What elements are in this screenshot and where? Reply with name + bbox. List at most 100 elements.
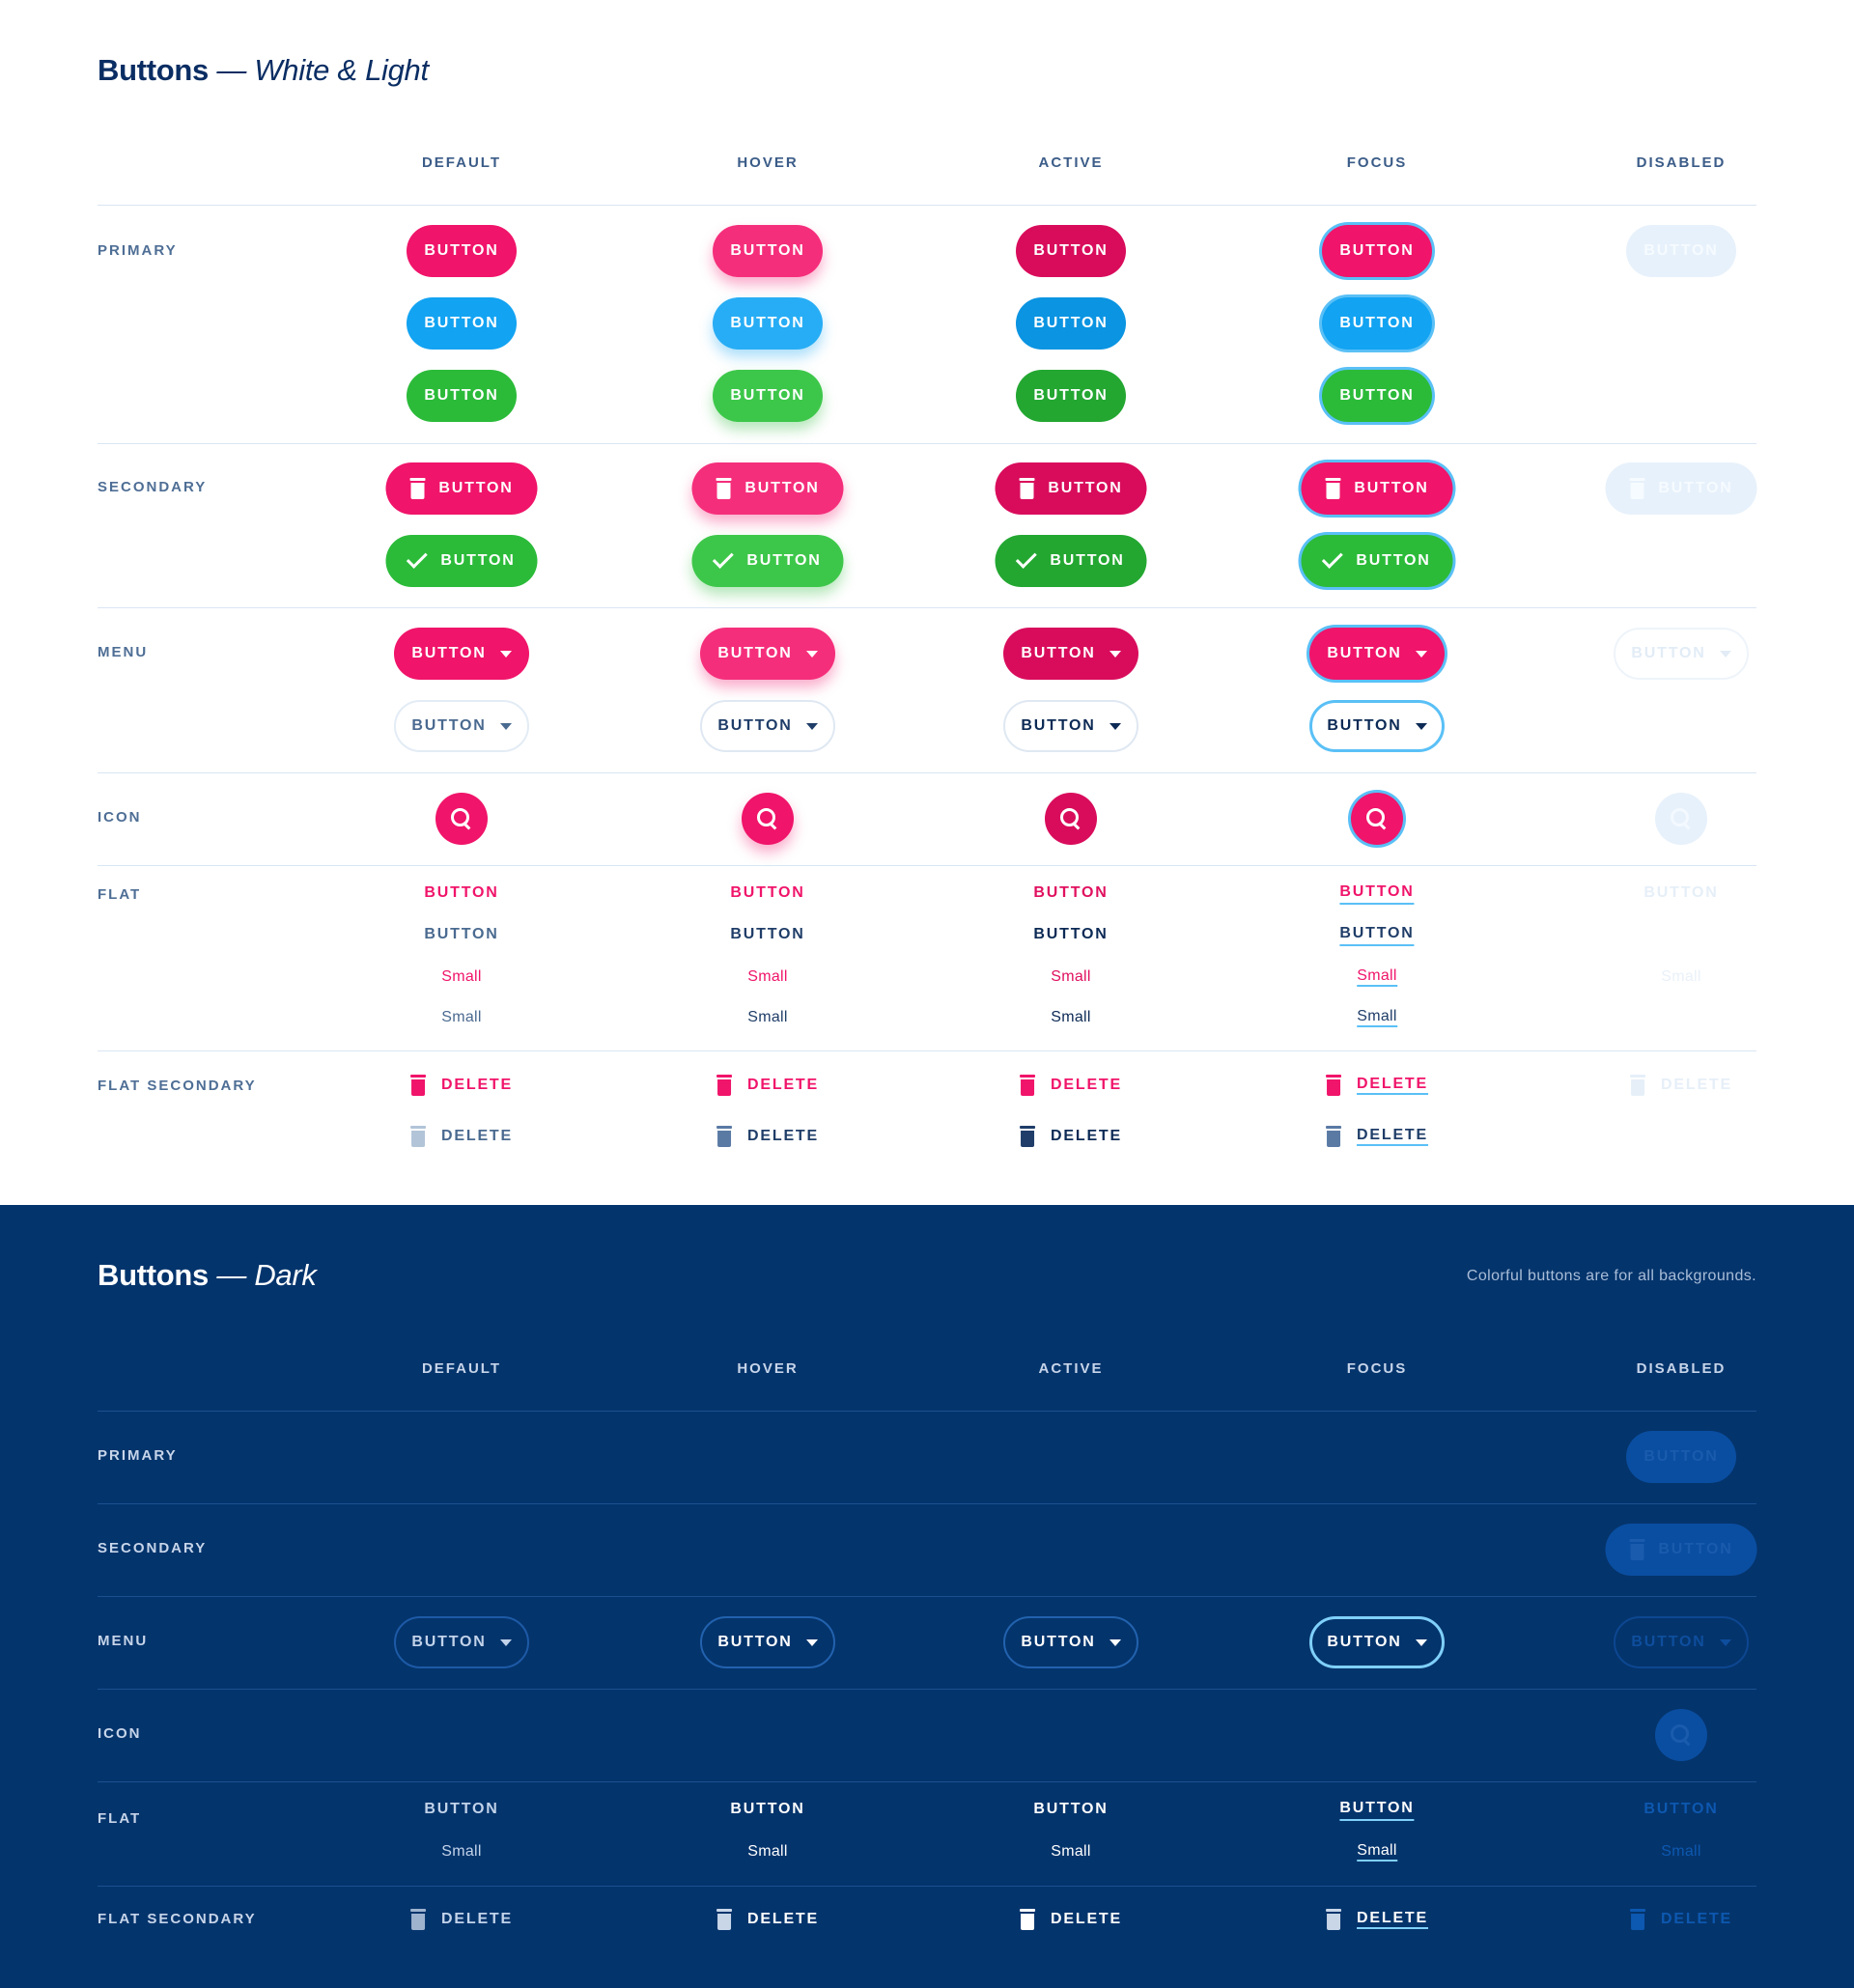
flat-small-button-active[interactable]: Small (1051, 1843, 1091, 1861)
flat-pink-small-button-hover[interactable]: Small (747, 968, 788, 986)
flat-delete-button-disabled[interactable]: DELETE (1630, 1075, 1732, 1096)
flat-navy-button-hover[interactable]: BUTTON (730, 926, 804, 945)
flat-delete-pink-button-default[interactable]: DELETE (410, 1075, 513, 1096)
secondary-button-disabled[interactable]: BUTTON (1605, 1524, 1757, 1576)
section-title-dark: Buttons — Dark (98, 1258, 317, 1292)
flat-pink-small-button-focus[interactable]: Small (1357, 967, 1397, 987)
secondary-confirm-button-focus[interactable]: BUTTON (1301, 535, 1453, 587)
menu-button-outline-hover[interactable]: BUTTON (700, 700, 835, 752)
flat-delete-pink-button-hover[interactable]: DELETE (716, 1075, 819, 1096)
secondary-delete-button-hover[interactable]: BUTTON (691, 462, 844, 515)
secondary-confirm-button-active[interactable]: BUTTON (995, 535, 1147, 587)
button-label: BUTTON (730, 387, 805, 404)
flat-navy-button-active[interactable]: BUTTON (1033, 926, 1108, 945)
menu-button-outline-active[interactable]: BUTTON (1003, 700, 1138, 752)
flat-navy-small-button-active[interactable]: Small (1051, 1009, 1091, 1026)
flat-small-button-disabled[interactable]: Small (1661, 1843, 1701, 1861)
flat-pink-button-active[interactable]: BUTTON (1033, 884, 1108, 904)
row-label-secondary: SECONDARY (98, 1540, 208, 1556)
flat-delete-pink-button-active[interactable]: DELETE (1020, 1075, 1122, 1096)
menu-button-disabled[interactable]: BUTTON (1614, 1616, 1749, 1668)
primary-green-button-active[interactable]: BUTTON (1016, 370, 1126, 422)
menu-button-disabled[interactable]: BUTTON (1614, 628, 1749, 680)
row-divider (98, 607, 1756, 608)
primary-green-button-hover[interactable]: BUTTON (713, 370, 823, 422)
icon-search-button-default[interactable] (435, 793, 488, 845)
flat-navy-small-button-focus[interactable]: Small (1357, 1008, 1397, 1027)
primary-blue-button-focus[interactable]: BUTTON (1322, 297, 1432, 350)
primary-pink-button-default[interactable]: BUTTON (407, 225, 517, 277)
flat-button-disabled[interactable]: BUTTON (1643, 884, 1718, 904)
flat-delete-navy-button-default[interactable]: DELETE (410, 1126, 513, 1147)
flat-navy-small-button-default[interactable]: Small (441, 1009, 482, 1026)
section-title-light: Buttons — White & Light (98, 53, 429, 87)
flat-pink-small-button-default[interactable]: Small (441, 968, 482, 986)
menu-button-outline-hover[interactable]: BUTTON (700, 1616, 835, 1668)
flat-pink-button-focus[interactable]: BUTTON (1339, 883, 1415, 905)
flat-delete-button-active[interactable]: DELETE (1020, 1909, 1122, 1930)
flat-navy-small-button-hover[interactable]: Small (747, 1009, 788, 1026)
delete-label: DELETE (1051, 1128, 1122, 1144)
flat-button-default[interactable]: BUTTON (424, 1801, 498, 1820)
primary-blue-button-default[interactable]: BUTTON (407, 297, 517, 350)
button-label: BUTTON (1327, 645, 1402, 661)
flat-delete-pink-button-focus[interactable]: DELETE (1326, 1075, 1428, 1096)
menu-button-outline-default[interactable]: BUTTON (394, 1616, 529, 1668)
icon-search-button-disabled[interactable] (1655, 793, 1707, 845)
menu-button-filled-default[interactable]: BUTTON (394, 628, 529, 680)
secondary-confirm-button-default[interactable]: BUTTON (385, 535, 538, 587)
primary-green-button-focus[interactable]: BUTTON (1322, 370, 1432, 422)
row-divider (98, 1781, 1756, 1782)
flat-small-button-focus[interactable]: Small (1357, 1842, 1397, 1862)
secondary-delete-button-active[interactable]: BUTTON (995, 462, 1147, 515)
flat-navy-button-focus[interactable]: BUTTON (1339, 925, 1415, 946)
primary-blue-button-hover[interactable]: BUTTON (713, 297, 823, 350)
primary-pink-button-focus[interactable]: BUTTON (1322, 225, 1432, 277)
flat-delete-navy-button-active[interactable]: DELETE (1020, 1126, 1122, 1147)
menu-button-filled-hover[interactable]: BUTTON (700, 628, 835, 680)
menu-button-outline-focus[interactable]: BUTTON (1309, 700, 1445, 752)
flat-delete-button-disabled[interactable]: DELETE (1630, 1909, 1732, 1930)
flat-button-hover[interactable]: BUTTON (730, 1801, 804, 1820)
flat-delete-button-focus[interactable]: DELETE (1326, 1909, 1428, 1930)
flat-delete-navy-button-hover[interactable]: DELETE (716, 1126, 819, 1147)
caret-down-icon (499, 722, 512, 730)
primary-button-disabled[interactable]: BUTTON (1626, 225, 1736, 277)
flat-pink-button-hover[interactable]: BUTTON (730, 884, 804, 904)
menu-button-filled-focus[interactable]: BUTTON (1309, 628, 1445, 680)
button-label: BUTTON (1021, 717, 1096, 734)
flat-small-button-default[interactable]: Small (441, 1843, 482, 1861)
icon-search-button-disabled[interactable] (1655, 1709, 1707, 1761)
secondary-button-disabled[interactable]: BUTTON (1605, 462, 1757, 515)
flat-button-disabled[interactable]: BUTTON (1643, 1801, 1718, 1820)
flat-button-active[interactable]: BUTTON (1033, 1801, 1108, 1820)
flat-small-button-disabled[interactable]: Small (1661, 968, 1701, 986)
secondary-confirm-button-hover[interactable]: BUTTON (691, 535, 844, 587)
secondary-delete-button-focus[interactable]: BUTTON (1301, 462, 1453, 515)
secondary-delete-button-default[interactable]: BUTTON (385, 462, 538, 515)
primary-button-disabled[interactable]: BUTTON (1626, 1431, 1736, 1483)
icon-search-button-active[interactable] (1045, 793, 1097, 845)
flat-small-button-hover[interactable]: Small (747, 1843, 788, 1861)
flat-delete-button-hover[interactable]: DELETE (716, 1909, 819, 1930)
primary-pink-button-active[interactable]: BUTTON (1016, 225, 1126, 277)
flat-button-focus[interactable]: BUTTON (1339, 1800, 1415, 1821)
icon-search-button-hover[interactable] (742, 793, 794, 845)
delete-label: DELETE (441, 1077, 513, 1093)
caret-down-icon (1109, 722, 1121, 730)
trash-icon (1630, 1909, 1646, 1930)
menu-button-outline-focus[interactable]: BUTTON (1309, 1616, 1445, 1668)
menu-button-outline-active[interactable]: BUTTON (1003, 1616, 1138, 1668)
menu-button-outline-default[interactable]: BUTTON (394, 700, 529, 752)
flat-delete-navy-button-focus[interactable]: DELETE (1326, 1126, 1428, 1147)
primary-pink-button-hover[interactable]: BUTTON (713, 225, 823, 277)
button-label: BUTTON (1033, 242, 1109, 259)
flat-pink-button-default[interactable]: BUTTON (424, 884, 498, 904)
icon-search-button-focus[interactable] (1351, 793, 1403, 845)
menu-button-filled-active[interactable]: BUTTON (1003, 628, 1138, 680)
flat-pink-small-button-active[interactable]: Small (1051, 968, 1091, 986)
primary-blue-button-active[interactable]: BUTTON (1016, 297, 1126, 350)
flat-navy-button-default[interactable]: BUTTON (424, 926, 498, 945)
flat-delete-button-default[interactable]: DELETE (410, 1909, 513, 1930)
primary-green-button-default[interactable]: BUTTON (407, 370, 517, 422)
